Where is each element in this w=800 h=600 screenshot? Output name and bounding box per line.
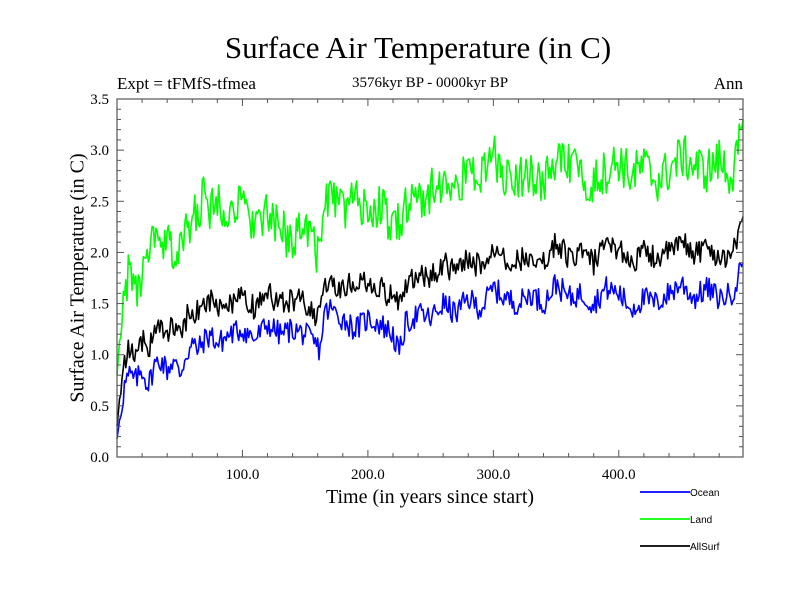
series-layer xyxy=(116,119,744,439)
y-tick-label: 0.0 xyxy=(90,450,109,466)
experiment-label: Expt = tFMfS-tfmea xyxy=(117,74,256,93)
chart-subtitle: 3576kyr BP - 0000kyr BP xyxy=(351,75,509,91)
y-tick-label: 2.5 xyxy=(90,194,109,210)
y-tick-label: 3.0 xyxy=(90,143,109,159)
legend-label-land: Land xyxy=(690,515,712,526)
season-label: Ann xyxy=(713,74,743,93)
axes-layer: 100.0 200.0 300.0 400.0 0.0 0.5 1.0 1.5 2.0 2.5 3.… xyxy=(90,92,744,483)
legend-label-ocean: Ocean xyxy=(690,488,719,499)
x-tick-label: 100.0 xyxy=(226,467,260,483)
y-tick-label: 1.0 xyxy=(90,348,109,364)
x-tick-label: 200.0 xyxy=(351,467,385,483)
legend: Ocean Land AllSurf xyxy=(640,488,720,553)
x-tick-label: 400.0 xyxy=(602,467,636,483)
x-axis-title: Time (in years since start) xyxy=(325,486,535,508)
y-tick-label: 1.5 xyxy=(90,297,109,313)
series-line-land xyxy=(116,119,744,376)
series-line-ocean xyxy=(116,262,744,439)
y-tick-label: 3.5 xyxy=(90,92,109,108)
plot-frame xyxy=(116,98,744,458)
legend-label-allsurf: AllSurf xyxy=(690,542,720,553)
y-tick-label: 0.5 xyxy=(90,399,109,415)
x-tick-label: 300.0 xyxy=(476,467,510,483)
y-tick-label: 2.0 xyxy=(90,245,109,261)
chart-title: Surface Air Temperature (in C) xyxy=(224,30,612,65)
series-line-allsurf xyxy=(116,216,744,427)
